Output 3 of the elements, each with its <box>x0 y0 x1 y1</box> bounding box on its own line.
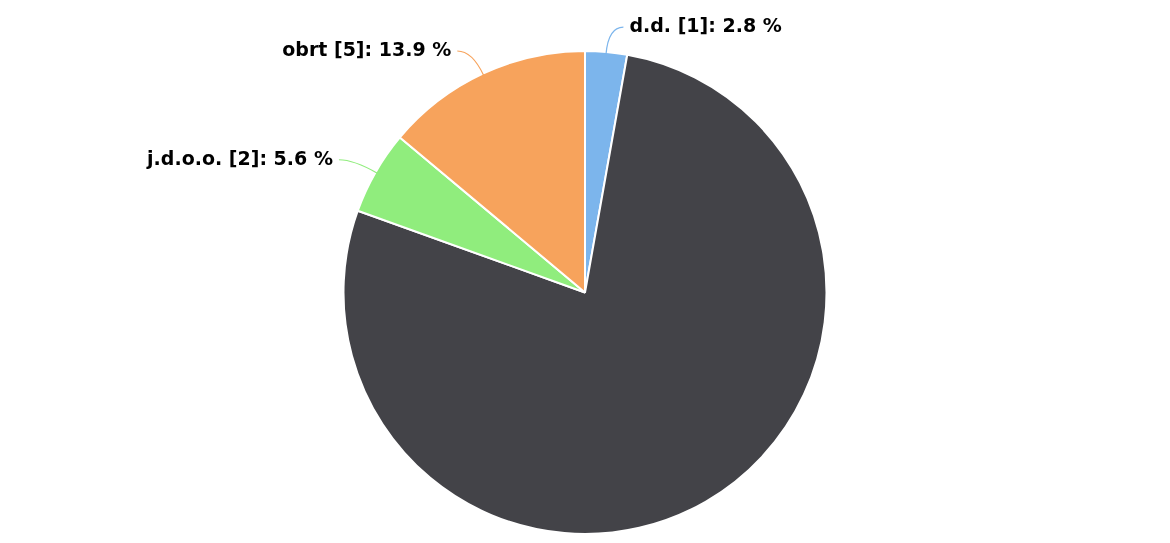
slice-label: d.d. [1]: 2.8 % <box>629 13 782 36</box>
slice-label: j.d.o.o. [2]: 5.6 % <box>146 146 333 169</box>
slice-label: obrt [5]: 13.9 % <box>282 37 452 60</box>
